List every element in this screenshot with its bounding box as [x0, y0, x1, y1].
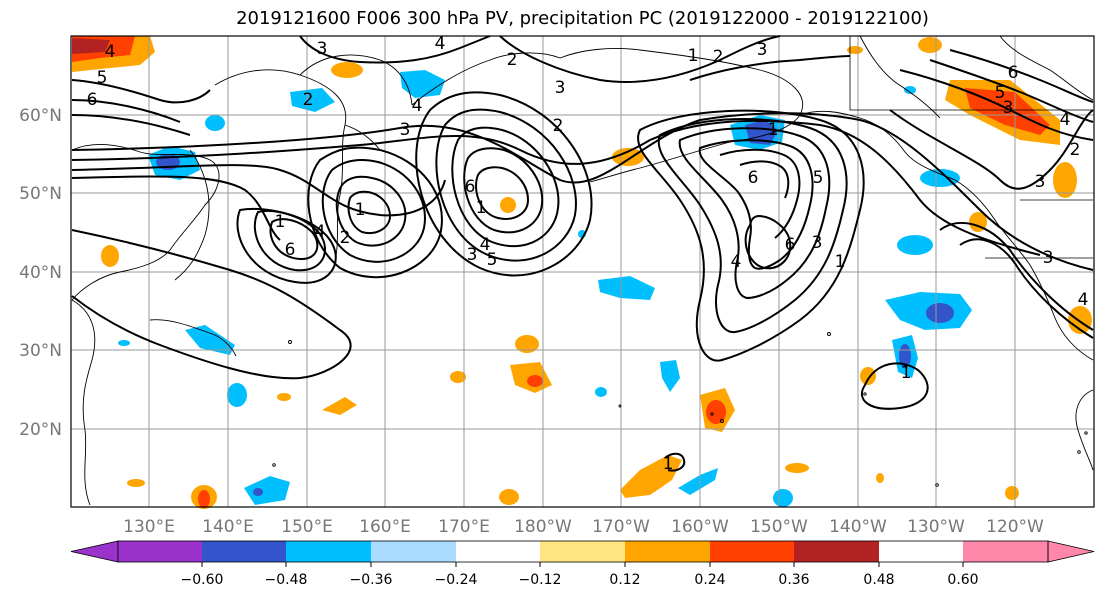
contour-label: 6 — [1008, 63, 1019, 83]
lon-label: 180°W — [514, 517, 572, 537]
contour-label: 1 — [355, 200, 366, 220]
contour-label: 4 — [412, 96, 423, 116]
contour-label: 1 — [688, 46, 699, 66]
colorbar-segment — [202, 541, 286, 562]
contour-label: 4 — [1078, 290, 1089, 310]
contour-label: 3 — [1035, 172, 1046, 192]
contour-label: 2 — [303, 90, 314, 110]
lon-label: 150°E — [281, 517, 333, 537]
colorbar-arrow-left — [70, 540, 119, 563]
contour-label: 6 — [465, 177, 476, 197]
colorbar-segment — [540, 541, 625, 562]
contour-label: 1 — [835, 252, 846, 272]
longitude-labels: 130°E 140°E 150°E 160°E 170°E 180°W 170°W 160°W… — [123, 517, 1044, 537]
contour-label: 2 — [507, 50, 518, 70]
contour-label: 1 — [901, 363, 912, 383]
contour-label: 6 — [785, 235, 796, 255]
contour-label: 3 — [1003, 98, 1014, 118]
colorbar-tick-label: 0.24 — [694, 572, 725, 588]
contour-label: 4 — [105, 42, 116, 62]
lat-label: 40°N — [19, 263, 62, 283]
contour-label: 3 — [812, 233, 823, 253]
lon-label: 160°W — [671, 517, 729, 537]
colorbar-segment — [118, 541, 202, 562]
colorbar-outline — [117, 540, 1049, 563]
lat-label: 20°N — [19, 420, 62, 440]
contour-label: 3 — [317, 39, 328, 59]
contour-label: 1 — [275, 212, 286, 232]
colorbar-segment — [456, 541, 540, 562]
contour-label: 5 — [97, 68, 108, 88]
figure-title: 2019121600 F006 300 hPa PV, precipitatio… — [236, 8, 929, 29]
contour-label: 3 — [757, 40, 768, 60]
contour-label: 2 — [553, 116, 564, 136]
contour-label: 3 — [1043, 248, 1054, 268]
contour-label: 1 — [663, 454, 674, 474]
colorbar-tick-label: −0.12 — [519, 572, 562, 588]
lon-label: 140°E — [202, 517, 254, 537]
contour-label: 4 — [480, 235, 491, 255]
contour-label: 2 — [713, 47, 724, 67]
precip-negative-areas — [118, 70, 972, 507]
contour-label: 4 — [435, 34, 446, 54]
contour-label: 5 — [813, 168, 824, 188]
colorbar-tick-label: −0.24 — [435, 572, 478, 588]
lat-label: 60°N — [19, 106, 62, 126]
lon-label: 140°W — [829, 517, 887, 537]
contour-label: 3 — [467, 245, 478, 265]
lat-label: 30°N — [19, 341, 62, 361]
colorbar-segment — [963, 541, 1048, 562]
lon-label: 150°W — [750, 517, 808, 537]
colorbar-segment — [371, 541, 456, 562]
lat-label: 50°N — [19, 184, 62, 204]
contour-label: 2 — [340, 228, 351, 248]
colorbar-segment — [286, 541, 371, 562]
lon-label: 170°E — [438, 517, 490, 537]
contour-label: 3 — [400, 120, 411, 140]
contour-label: 4 — [1060, 110, 1071, 130]
colorbar-segment — [710, 541, 794, 562]
lon-label: 130°E — [123, 517, 175, 537]
contour-label: 6 — [285, 240, 296, 260]
contour-label: 1 — [768, 120, 779, 140]
contour-label: 6 — [748, 168, 759, 188]
contour-label: 4 — [731, 252, 742, 272]
colorbar-tick-label: −0.48 — [265, 572, 308, 588]
gridlines — [71, 36, 1094, 507]
colorbar-tick-label: −0.36 — [350, 572, 393, 588]
colorbar-arrow-right — [1047, 540, 1095, 563]
pv-contours — [71, 35, 1094, 472]
colorbar-tick-label: −0.60 — [181, 572, 224, 588]
colorbar-tick-label: 0.60 — [947, 572, 978, 588]
lon-label: 130°W — [907, 517, 965, 537]
contour-label: 3 — [555, 78, 566, 98]
colorbar-tick-label: 0.36 — [778, 572, 809, 588]
contour-label: 4 — [315, 222, 326, 242]
colorbar: −0.60 −0.48 −0.36 −0.24 −0.12 0.12 0.24 0.36 0.4… — [70, 540, 1095, 588]
contour-label: 5 — [487, 250, 498, 270]
lon-label: 170°W — [592, 517, 650, 537]
lon-label: 160°E — [359, 517, 411, 537]
colorbar-segment — [794, 541, 879, 562]
map-frame — [70, 35, 1095, 508]
lon-label: 120°W — [986, 517, 1044, 537]
contour-label: 5 — [995, 83, 1006, 103]
colorbar-tick-label: 0.12 — [609, 572, 640, 588]
coastlines — [71, 35, 1094, 506]
contour-label: 1 — [476, 198, 487, 218]
contour-label: 2 — [1070, 140, 1081, 160]
colorbar-segment — [625, 541, 710, 562]
latitude-labels: 60°N 50°N 40°N 30°N 20°N — [19, 106, 62, 440]
precip-positive-areas — [72, 36, 1092, 509]
colorbar-tick-label: 0.48 — [863, 572, 894, 588]
contour-label: 6 — [87, 90, 98, 110]
